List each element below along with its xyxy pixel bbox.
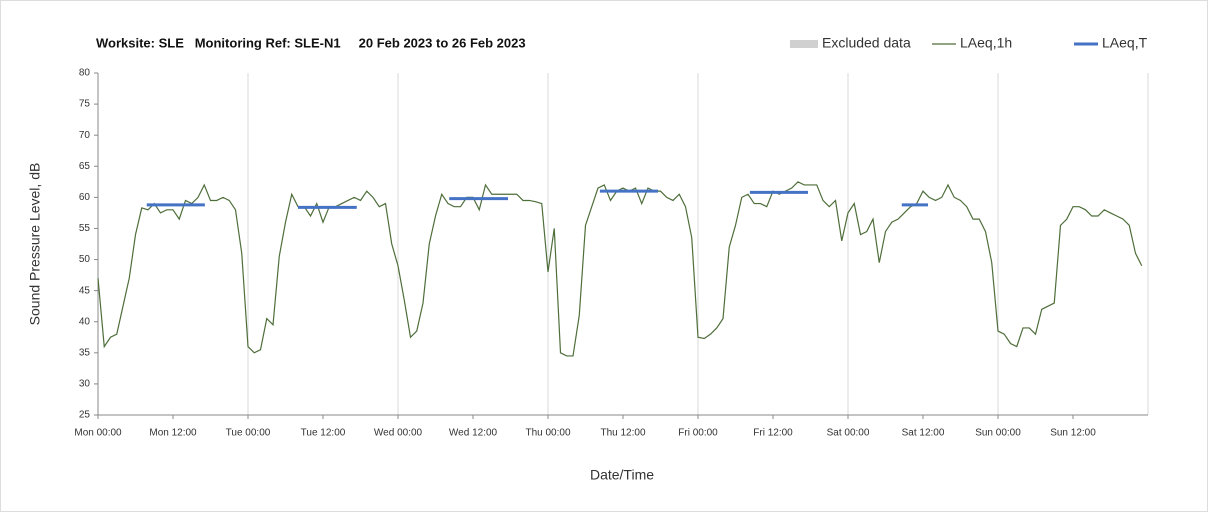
x-tick-label: Fri 12:00 <box>753 428 793 439</box>
y-tick-label: 65 <box>79 161 91 172</box>
x-tick-label: Mon 00:00 <box>74 428 122 439</box>
x-axis-label: Date/Time <box>590 467 654 483</box>
x-tick-label: Thu 00:00 <box>525 428 570 439</box>
x-tick-label: Sat 00:00 <box>827 428 870 439</box>
legend-label: LAeq,T <box>1102 35 1148 51</box>
y-tick-label: 35 <box>79 347 91 358</box>
x-tick-label: Thu 12:00 <box>600 428 645 439</box>
x-tick-label: Wed 00:00 <box>374 428 423 439</box>
x-tick-label: Tue 12:00 <box>301 428 346 439</box>
legend-label: Excluded data <box>822 35 911 51</box>
x-tick-label: Mon 12:00 <box>149 428 197 439</box>
legend-swatch <box>790 40 818 48</box>
y-tick-label: 50 <box>79 254 91 265</box>
y-tick-label: 70 <box>79 130 91 141</box>
y-tick-label: 25 <box>79 410 91 421</box>
y-tick-label: 60 <box>79 192 91 203</box>
y-axis-label: Sound Pressure Level, dB <box>27 163 43 326</box>
y-tick-label: 30 <box>79 379 91 390</box>
x-tick-label: Wed 12:00 <box>449 428 498 439</box>
x-tick-label: Tue 00:00 <box>226 428 271 439</box>
data-line <box>97 181 1143 357</box>
y-tick-label: 55 <box>79 223 91 234</box>
chart-title: Worksite: SLE Monitoring Ref: SLE-N1 20 … <box>96 35 526 50</box>
x-tick-label: Sun 12:00 <box>1050 428 1096 439</box>
y-tick-label: 80 <box>79 68 91 79</box>
legend-label: LAeq,1h <box>960 35 1012 51</box>
y-tick-label: 45 <box>79 285 91 296</box>
y-tick-label: 75 <box>79 99 91 110</box>
x-tick-label: Sat 12:00 <box>902 428 945 439</box>
y-tick-label: 40 <box>79 316 91 327</box>
x-tick-label: Sun 00:00 <box>975 428 1021 439</box>
x-tick-label: Fri 00:00 <box>678 428 718 439</box>
